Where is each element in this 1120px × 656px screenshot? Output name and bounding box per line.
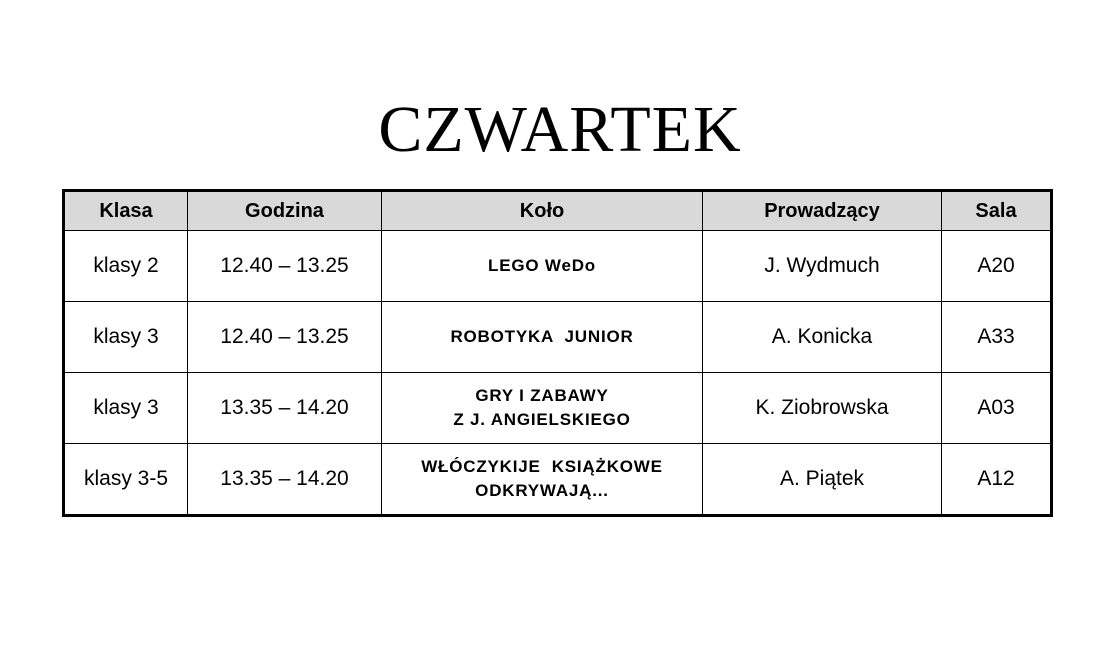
table-row: klasy 3-5 13.35 – 14.20 WŁÓCZYKIJE KSIĄŻKO… (63, 443, 1052, 516)
cell-prowadzacy: J. Wydmuch (702, 230, 942, 302)
cell-godzina: 12.40 – 13.25 (187, 301, 382, 373)
header-prowadzacy: Prowadzący (702, 190, 942, 231)
cell-godzina: 12.40 – 13.25 (187, 230, 382, 302)
header-godzina: Godzina (187, 190, 382, 231)
cell-klasa: klasy 3 (63, 301, 188, 373)
page-title: CZWARTEK (378, 93, 742, 166)
cell-prowadzacy: K. Ziobrowska (702, 372, 942, 444)
cell-klasa: klasy 3-5 (63, 443, 188, 516)
header-row: Klasa Godzina Koło Prowadzący Sala (63, 190, 1052, 231)
kolo-line: ROBOTYKA JUNIOR (450, 327, 634, 346)
cell-sala: A12 (941, 443, 1052, 516)
header-kolo: Koło (381, 190, 703, 231)
cell-kolo: LEGO WeDo (381, 230, 703, 302)
table-row: klasy 2 12.40 – 13.25 LEGO WeDo J. Wydmuch A… (63, 230, 1052, 302)
table-row: klasy 3 13.35 – 14.20 GRY I ZABAWY Z J. ANG… (63, 372, 1052, 444)
cell-kolo: WŁÓCZYKIJE KSIĄŻKOWE ODKRYWAJĄ... (381, 443, 703, 516)
cell-prowadzacy: A. Konicka (702, 301, 942, 373)
cell-prowadzacy: A. Piątek (702, 443, 942, 516)
cell-sala: A33 (941, 301, 1052, 373)
cell-sala: A20 (941, 230, 1052, 302)
kolo-line: LEGO WeDo (488, 256, 596, 275)
cell-klasa: klasy 2 (63, 230, 188, 302)
schedule-table: Klasa Godzina Koło Prowadzący Sala klasy… (62, 189, 1053, 517)
header-klasa: Klasa (63, 190, 188, 231)
cell-godzina: 13.35 – 14.20 (187, 443, 382, 516)
cell-kolo: GRY I ZABAWY Z J. ANGIELSKIEGO (381, 372, 703, 444)
cell-kolo: ROBOTYKA JUNIOR (381, 301, 703, 373)
cell-godzina: 13.35 – 14.20 (187, 372, 382, 444)
kolo-line: ODKRYWAJĄ... (475, 481, 609, 500)
header-sala: Sala (941, 190, 1052, 231)
kolo-line: GRY I ZABAWY (475, 386, 609, 405)
kolo-line: Z J. ANGIELSKIEGO (453, 410, 631, 429)
kolo-line: WŁÓCZYKIJE KSIĄŻKOWE (421, 457, 663, 476)
table-row: klasy 3 12.40 – 13.25 ROBOTYKA JUNIOR A. Ko… (63, 301, 1052, 373)
cell-sala: A03 (941, 372, 1052, 444)
cell-klasa: klasy 3 (63, 372, 188, 444)
